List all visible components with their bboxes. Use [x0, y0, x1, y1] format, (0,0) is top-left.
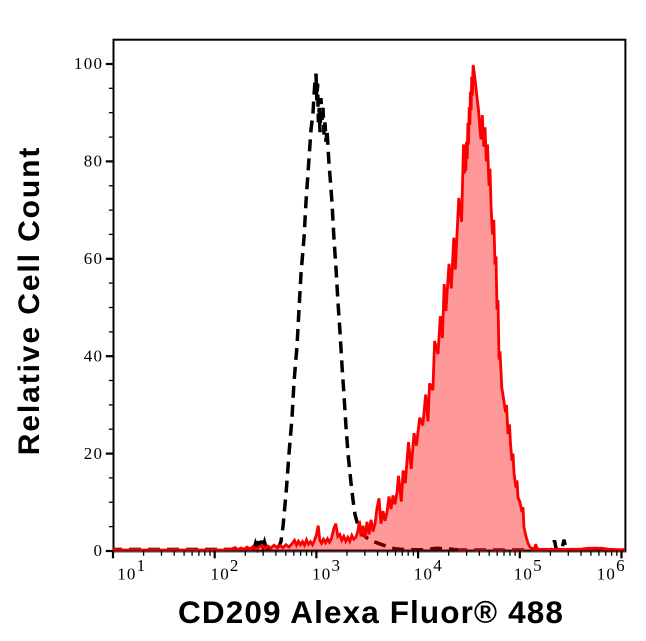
svg-text:CD209 Alexa Fluor® 488: CD209 Alexa Fluor® 488 — [178, 594, 564, 630]
svg-text:40: 40 — [84, 346, 104, 365]
svg-text:80: 80 — [84, 152, 104, 171]
svg-text:100: 100 — [74, 54, 103, 73]
svg-text:0: 0 — [93, 541, 103, 560]
svg-text:20: 20 — [84, 444, 104, 463]
svg-text:Relative Cell Count: Relative Cell Count — [13, 146, 46, 455]
svg-text:60: 60 — [84, 249, 104, 268]
